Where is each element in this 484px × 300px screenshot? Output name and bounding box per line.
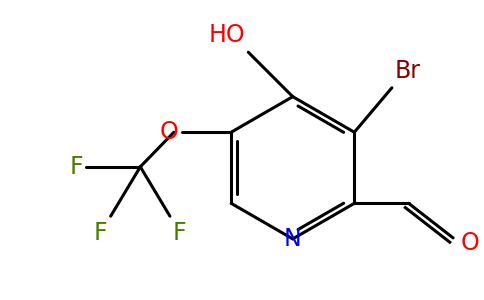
Text: HO: HO (209, 23, 245, 47)
Text: N: N (284, 227, 302, 251)
Text: O: O (461, 231, 480, 255)
Text: F: F (69, 155, 83, 179)
Text: F: F (173, 221, 186, 245)
Text: O: O (160, 120, 179, 144)
Text: Br: Br (395, 59, 421, 83)
Text: F: F (94, 221, 108, 245)
